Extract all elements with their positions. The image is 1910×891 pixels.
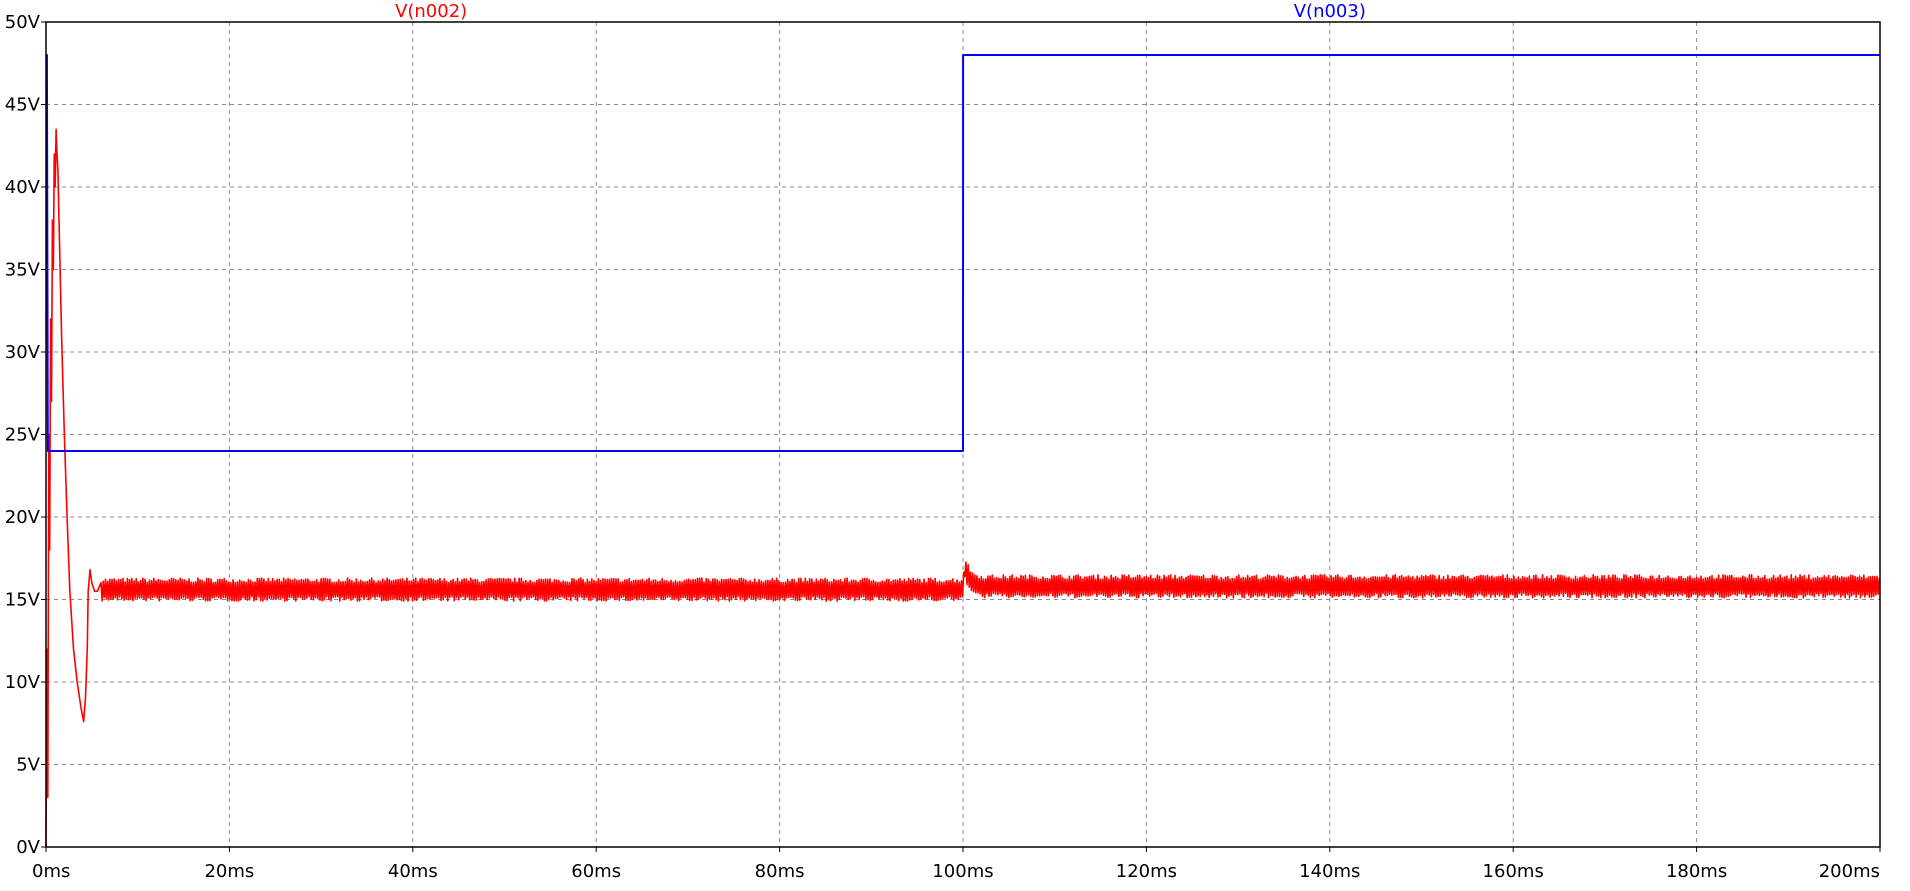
x-tick-label: 160ms xyxy=(1483,861,1544,882)
y-tick-label: 35V xyxy=(5,260,41,281)
x-tick-label: 20ms xyxy=(204,861,254,882)
x-tick-label: 60ms xyxy=(571,861,621,882)
y-tick-label: 5V xyxy=(16,755,40,776)
tick-labels: 0ms 20ms 40ms 60ms 80ms 100ms 120ms 140ms 160ms 1… xyxy=(5,12,1880,882)
legend-entry-v-n003-[interactable]: V(n003) xyxy=(1294,1,1366,22)
x-tick-label: 180ms xyxy=(1666,861,1727,882)
y-tick-label: 30V xyxy=(5,342,41,363)
y-tick-label: 0V xyxy=(16,837,40,858)
y-tick-label: 20V xyxy=(5,507,41,528)
series-line-v-n003- xyxy=(46,55,1880,451)
x-tick-label: 140ms xyxy=(1299,861,1360,882)
y-tick-label: 15V xyxy=(5,590,41,611)
y-tick-label: 40V xyxy=(5,177,41,198)
y-tick-label: 45V xyxy=(5,95,41,116)
x-tick-label: 100ms xyxy=(932,861,993,882)
x-tick-label: 200ms xyxy=(1819,861,1880,882)
y-tick-label: 25V xyxy=(5,425,41,446)
y-tick-label: 10V xyxy=(5,672,41,693)
legend-entry-v-n002-[interactable]: V(n002) xyxy=(395,1,467,22)
y-tick-label: 50V xyxy=(5,12,41,33)
trace-legend: V(n002) V(n003) xyxy=(395,1,1366,22)
x-tick-label: 80ms xyxy=(755,861,805,882)
x-tick-label: 0ms xyxy=(32,861,70,882)
x-tick-label: 120ms xyxy=(1116,861,1177,882)
x-tick-label: 40ms xyxy=(388,861,438,882)
